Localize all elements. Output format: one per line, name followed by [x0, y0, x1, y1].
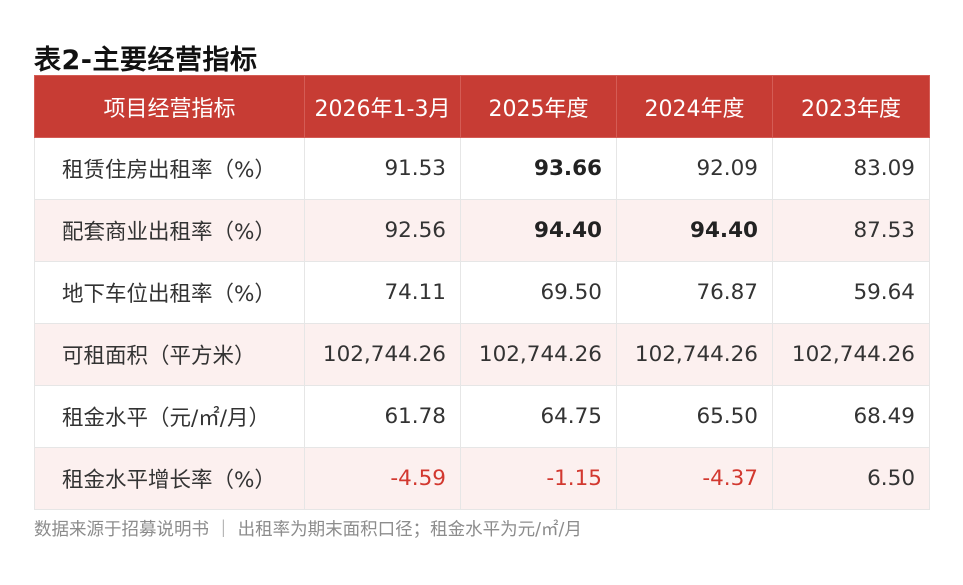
- table-cell: 68.49: [772, 385, 930, 448]
- row-label-rent-level: 租金水平（元/㎡/月）: [34, 385, 305, 448]
- table-cell: 102,744.26: [616, 323, 773, 386]
- page-title: 表2-主要经营指标: [34, 45, 258, 76]
- table-cell-negative: -1.15: [460, 447, 617, 510]
- column-header-2024: 2024年度: [616, 75, 773, 138]
- column-header-2026q1: 2026年1-3月: [304, 75, 461, 138]
- row-label-parking-occupancy: 地下车位出租率（%）: [34, 261, 305, 324]
- table-row: 可租面积（平方米） 102,744.26 102,744.26 102,744.…: [34, 323, 930, 386]
- table-cell: 94.40: [616, 199, 773, 262]
- table-cell: 102,744.26: [304, 323, 461, 386]
- table-cell: 61.78: [304, 385, 461, 448]
- source-note: 数据来源于招募说明书 ｜ 出租率为期末面积口径；租金水平为元/㎡/月: [34, 520, 582, 540]
- table-cell: 91.53: [304, 137, 461, 200]
- table-row: 租金水平（元/㎡/月） 61.78 64.75 65.50 68.49: [34, 385, 930, 448]
- row-label-housing-occupancy: 租赁住房出租率（%）: [34, 137, 305, 200]
- table-cell: 74.11: [304, 261, 461, 324]
- table-cell: 102,744.26: [460, 323, 617, 386]
- operating-indicators-table: 项目经营指标 2026年1-3月 2025年度 2024年度 2023年度 租赁…: [34, 75, 930, 510]
- column-header-2023: 2023年度: [772, 75, 930, 138]
- table-row: 地下车位出租率（%） 74.11 69.50 76.87 59.64: [34, 261, 930, 324]
- table-cell: 92.56: [304, 199, 461, 262]
- table-cell: 102,744.26: [772, 323, 930, 386]
- table-cell: 87.53: [772, 199, 930, 262]
- table-cell-negative: -4.37: [616, 447, 773, 510]
- table-cell-negative: -4.59: [304, 447, 461, 510]
- table-cell: 93.66: [460, 137, 617, 200]
- table-cell: 65.50: [616, 385, 773, 448]
- column-header-indicator: 项目经营指标: [34, 75, 305, 138]
- table-cell: 64.75: [460, 385, 617, 448]
- table-cell: 94.40: [460, 199, 617, 262]
- column-header-2025: 2025年度: [460, 75, 617, 138]
- table-row: 租金水平增长率（%） -4.59 -1.15 -4.37 6.50: [34, 447, 930, 510]
- table-cell: 76.87: [616, 261, 773, 324]
- table-cell: 59.64: [772, 261, 930, 324]
- row-label-leasable-area: 可租面积（平方米）: [34, 323, 305, 386]
- table-cell: 83.09: [772, 137, 930, 200]
- table-cell: 92.09: [616, 137, 773, 200]
- row-label-rent-growth: 租金水平增长率（%）: [34, 447, 305, 510]
- table-cell: 6.50: [772, 447, 930, 510]
- row-label-commercial-occupancy: 配套商业出租率（%）: [34, 199, 305, 262]
- table-row: 配套商业出租率（%） 92.56 94.40 94.40 87.53: [34, 199, 930, 262]
- table-header-row: 项目经营指标 2026年1-3月 2025年度 2024年度 2023年度: [34, 75, 930, 138]
- table-cell: 69.50: [460, 261, 617, 324]
- table-row: 租赁住房出租率（%） 91.53 93.66 92.09 83.09: [34, 137, 930, 200]
